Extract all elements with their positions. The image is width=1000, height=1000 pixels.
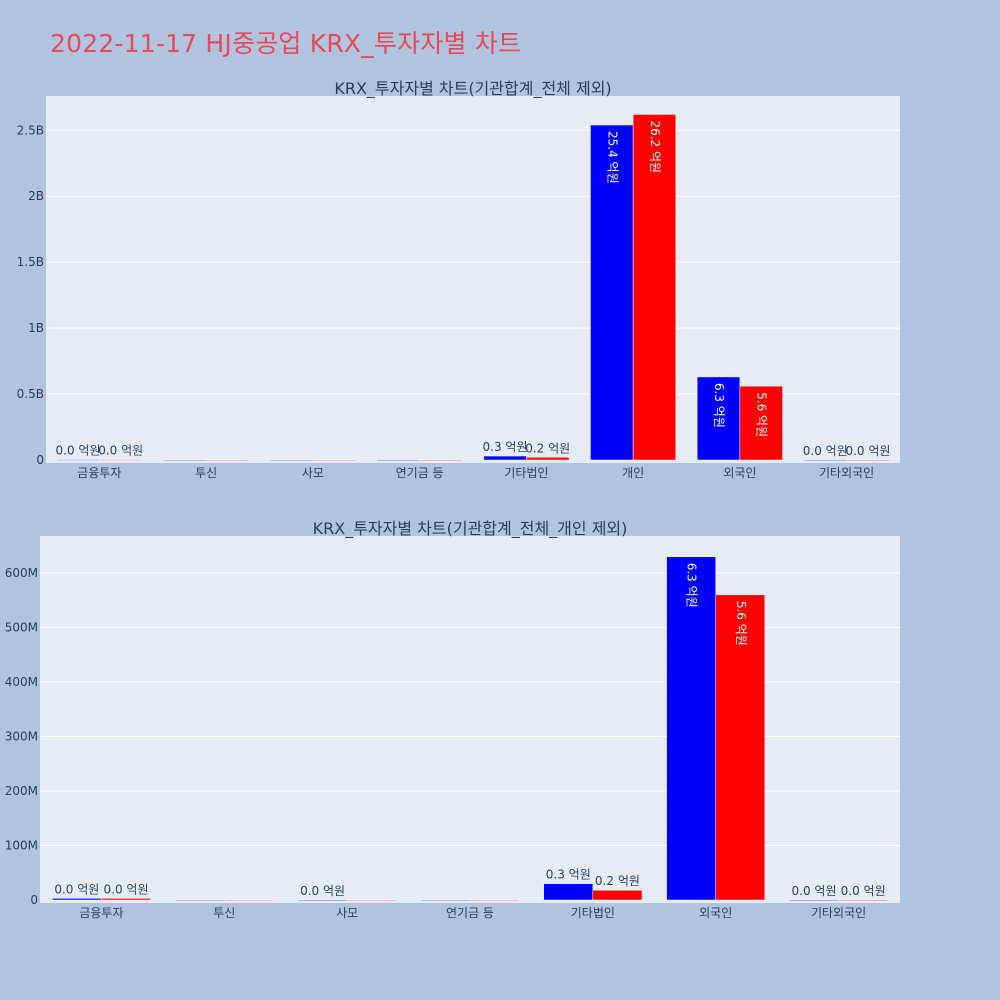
chart-0-xtick-label: 투신: [195, 466, 217, 480]
chart-0-bar-0: [163, 459, 207, 462]
chart-1-data-label: 6.3 억원: [685, 563, 699, 608]
chart-1-bar-1: [715, 594, 766, 901]
chart-0-ytick-label: 1B: [28, 321, 44, 335]
chart-0-xtick-label: 개인: [622, 466, 644, 480]
chart-0-xtick-label: 사모: [302, 466, 324, 480]
chart-0-ytick-label: 2B: [28, 189, 44, 203]
chart-1-bar-0: [543, 883, 594, 901]
chart-1-data-label: 0.0 억원: [104, 882, 149, 896]
chart-0-bar-0: [696, 376, 741, 461]
chart-1-xtick-label: 외국인: [699, 906, 732, 920]
chart-1-xtick-label: 금융투자: [79, 906, 123, 920]
chart-0-bar-1: [205, 459, 250, 462]
chart-0-ytick-label: 0.5B: [17, 387, 44, 401]
chart-1-plot-area: [40, 536, 900, 903]
chart-0-data-label: 25.4 억원: [605, 131, 619, 184]
chart-1-data-label: 0.2 억원: [595, 874, 640, 888]
chart-1-ytick-label: 500M: [5, 621, 38, 635]
chart-1-title: KRX_투자자별 차트(기관합계_전체_개인 제외): [313, 519, 628, 539]
chart-1-ytick-label: 600M: [5, 566, 38, 580]
chart-0-bar-0: [56, 459, 100, 461]
chart-1-data-label: 0.0 억원: [841, 884, 886, 898]
chart-0-ytick-label: 0: [36, 453, 44, 467]
chart-1-bar-1: [101, 898, 151, 901]
chart-0-bar-1: [312, 459, 356, 462]
chart-1-data-label: 0.0 억원: [792, 884, 837, 898]
chart-1-ytick-label: 100M: [5, 839, 38, 853]
chart-1-xtick-label: 기타법인: [571, 906, 615, 920]
chart-0-xtick-label: 기타법인: [504, 466, 548, 480]
chart-1-bar-0: [52, 898, 102, 901]
chart-1-ytick-label: 200M: [5, 784, 38, 798]
chart-1-xtick-label: 기타외국인: [811, 906, 866, 920]
chart-0-bar-1: [739, 385, 783, 461]
chart-0-bar-1: [526, 457, 570, 461]
chart-1-bar-1: [838, 899, 888, 901]
chart-1-bar-0: [174, 899, 225, 902]
chart-0-data-label: 0.0 억원: [98, 444, 143, 458]
chart-0-data-label: 0.2 억원: [525, 441, 570, 455]
chart-1-bar-1: [592, 889, 643, 901]
chart-0-data-label: 0.0 억원: [803, 444, 848, 458]
chart-1-ytick-label: 300M: [5, 730, 38, 744]
chart-0-data-label: 6.3 억원: [712, 383, 726, 428]
chart-0-data-label: 5.6 억원: [755, 392, 769, 437]
chart-0-bar-0: [590, 124, 634, 461]
chart-1-data-label: 5.6 억원: [734, 601, 748, 646]
chart-1-bar-1: [469, 899, 520, 902]
chart-0-bar-1: [419, 459, 463, 461]
chart-0-data-label: 0.3 억원: [483, 440, 528, 454]
chart-1-bar-0: [789, 899, 839, 901]
page-title: 2022-11-17 HJ중공업 KRX_투자자별 차트: [50, 29, 522, 58]
chart-0-bar-1: [846, 459, 890, 461]
chart-0-data-label: 0.0 억원: [845, 444, 890, 458]
chart-0-title: KRX_투자자별 차트(기관합계_전체 제외): [334, 79, 611, 99]
chart-1-xtick-label: 사모: [336, 906, 358, 920]
chart-1-xtick-label: 투신: [213, 906, 235, 920]
chart-1-ytick-label: 400M: [5, 675, 38, 689]
chart-0-data-label: 0.0 억원: [56, 444, 101, 458]
chart-1-bar-1: [346, 899, 397, 902]
chart-1-bar-0: [666, 556, 716, 901]
chart-0-bar-1: [632, 114, 677, 461]
chart-1-data-label: 0.0 억원: [54, 882, 99, 896]
chart-0-bar-0: [483, 455, 527, 461]
chart-0-bar-0: [376, 459, 420, 461]
chart-0-bar-0: [269, 459, 314, 462]
chart-1-ytick-label: 0: [30, 893, 38, 907]
chart-0-xtick-label: 금융투자: [77, 466, 121, 480]
chart-0-ytick-label: 1.5B: [17, 255, 44, 269]
chart-0-data-label: 26.2 억원: [648, 120, 662, 173]
chart-0-bar-1: [99, 459, 143, 461]
chart-1-data-label: 0.3 억원: [546, 868, 591, 882]
chart-0-xtick-label: 기타외국인: [819, 466, 874, 480]
chart-0-bar-0: [803, 459, 847, 461]
chart-1-bar-0: [420, 899, 471, 902]
chart-1-xtick-label: 연기금 등: [446, 906, 494, 920]
chart-1-bar-1: [224, 899, 274, 902]
chart-0-ytick-label: 2.5B: [17, 123, 44, 137]
chart-1-bar-0: [297, 899, 348, 901]
chart-1-data-label: 0.0 억원: [300, 884, 345, 898]
chart-0-xtick-label: 외국인: [723, 466, 756, 480]
chart-0-xtick-label: 연기금 등: [396, 466, 444, 480]
